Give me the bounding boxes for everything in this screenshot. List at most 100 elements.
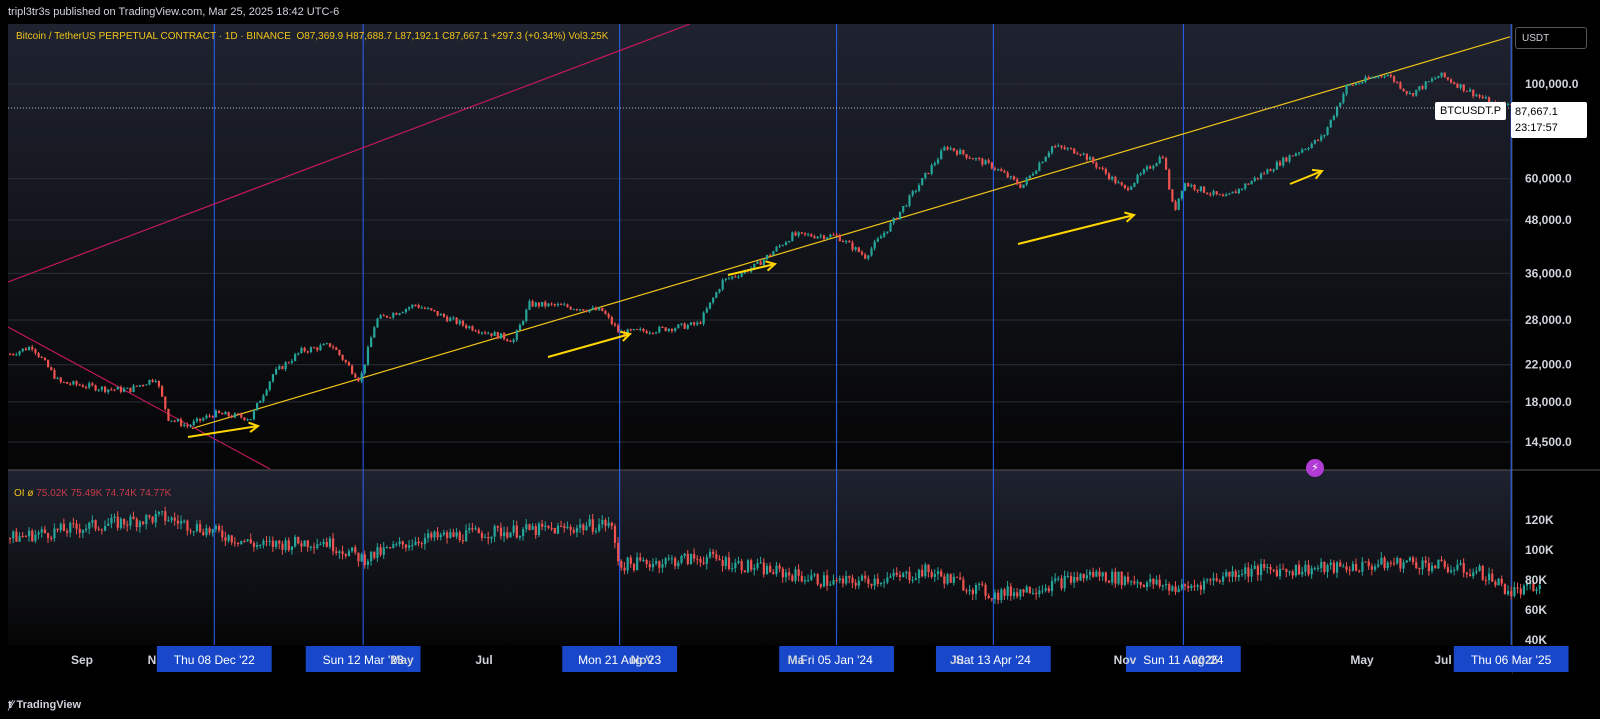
price-candle [1228, 193, 1231, 195]
oi-candle [290, 546, 294, 551]
oi-candle [363, 554, 366, 566]
price-candle [563, 304, 566, 306]
oi-candle [1050, 580, 1054, 592]
price-candle [373, 327, 376, 338]
oi-candle [1320, 562, 1323, 568]
oi-candle [1304, 564, 1307, 572]
price-candle [385, 315, 389, 318]
price-candle [1269, 169, 1272, 172]
oi-candle [699, 558, 702, 563]
price-candle [997, 169, 1000, 171]
price-candle [430, 308, 433, 310]
price-candle [895, 217, 898, 220]
price-candle [813, 236, 816, 239]
price-candle [924, 172, 927, 179]
price-candle [841, 241, 845, 243]
oi-candle [620, 561, 623, 568]
oi-candle [1031, 593, 1035, 595]
oi-candle [1133, 581, 1136, 584]
price-candle [1266, 169, 1269, 174]
price-candle [952, 148, 955, 151]
oi-candle [100, 529, 104, 531]
oi-candle [832, 580, 835, 585]
price-candle [987, 160, 990, 163]
price-candle [85, 387, 88, 389]
price-candle [1079, 154, 1082, 156]
oi-candle [1177, 588, 1180, 593]
price-candle [1437, 76, 1440, 79]
price-candle [883, 232, 886, 237]
oi-candle [1487, 573, 1491, 581]
oi-candle [1174, 586, 1177, 593]
lightning-icon[interactable]: ⚡ [1306, 459, 1324, 477]
oi-candle [1060, 578, 1063, 589]
price-candle [974, 158, 978, 160]
oi-candle [683, 553, 686, 556]
price-candle [1373, 77, 1377, 79]
price-candle [879, 236, 883, 239]
oi-candle [1247, 567, 1250, 577]
price-candle [1506, 103, 1510, 105]
price-candle [1199, 186, 1202, 191]
price-candle [398, 313, 401, 315]
oi-candle [1332, 562, 1336, 573]
oi-candle [1263, 564, 1266, 568]
oi-axis-label: 80K [1525, 573, 1547, 587]
price-candle [724, 278, 727, 280]
price-candle [214, 410, 218, 418]
price-candle [161, 386, 164, 397]
oi-candle [876, 578, 879, 584]
oi-candle [129, 516, 132, 526]
oi-candle [69, 523, 72, 533]
oi-axis-labels: 120K 100K 80K 60K 40K [1525, 513, 1554, 647]
price-candle [376, 318, 379, 328]
price-candle [1133, 182, 1136, 187]
oi-candle [37, 532, 40, 535]
oi-candle [1193, 585, 1196, 587]
price-candle [1218, 194, 1221, 196]
oi-candle [506, 532, 509, 538]
price-candle [480, 332, 484, 334]
price-candle [708, 302, 712, 309]
oi-candle [1358, 570, 1361, 572]
oi-candle [313, 546, 316, 548]
price-candle [1348, 84, 1351, 86]
price-candle [1297, 152, 1301, 154]
currency-selector[interactable]: USDT [1515, 27, 1587, 49]
price-candle [487, 333, 490, 335]
oi-candle [1339, 562, 1342, 567]
oi-candle [528, 524, 531, 530]
price-candle [230, 416, 233, 418]
oi-candle [1510, 591, 1513, 597]
chart-canvas[interactable]: 100,000.0 60,000.0 48,000.0 36,000.0 28,000.… [0, 24, 1600, 693]
price-candle [794, 232, 797, 236]
price-candle [392, 313, 395, 318]
price-candle [496, 332, 499, 339]
price-candle [1136, 174, 1139, 183]
oi-candle [1373, 566, 1377, 570]
footer [0, 693, 1600, 719]
oi-candle [1092, 571, 1095, 577]
oi-candle [1057, 578, 1060, 580]
oi-candle [227, 535, 230, 541]
price-candle [1405, 91, 1408, 94]
oi-candle [658, 561, 661, 568]
oi-candle [1234, 571, 1237, 578]
oi-candle [1240, 574, 1244, 576]
oi-candle [325, 541, 328, 547]
oi-candle [930, 571, 933, 577]
oi-candle [851, 577, 854, 583]
oi-candle [993, 592, 997, 600]
top-bar: tripl3tr3s published on TradingView.com,… [0, 0, 1600, 24]
oi-legend: OI ø 75.02K 75.49K 74.74K 74.77K [14, 488, 171, 499]
price-candle [154, 381, 157, 383]
oi-candle [1313, 568, 1317, 570]
price-candle [278, 366, 281, 370]
price-candle [601, 307, 604, 312]
price-candle [275, 369, 278, 375]
price-candle [1212, 191, 1215, 195]
oi-candle [841, 578, 845, 584]
price-candle [509, 340, 512, 342]
tradingview-logo[interactable]: ⱦ⁄ TradingView [8, 699, 81, 711]
oi-candle [465, 530, 468, 542]
